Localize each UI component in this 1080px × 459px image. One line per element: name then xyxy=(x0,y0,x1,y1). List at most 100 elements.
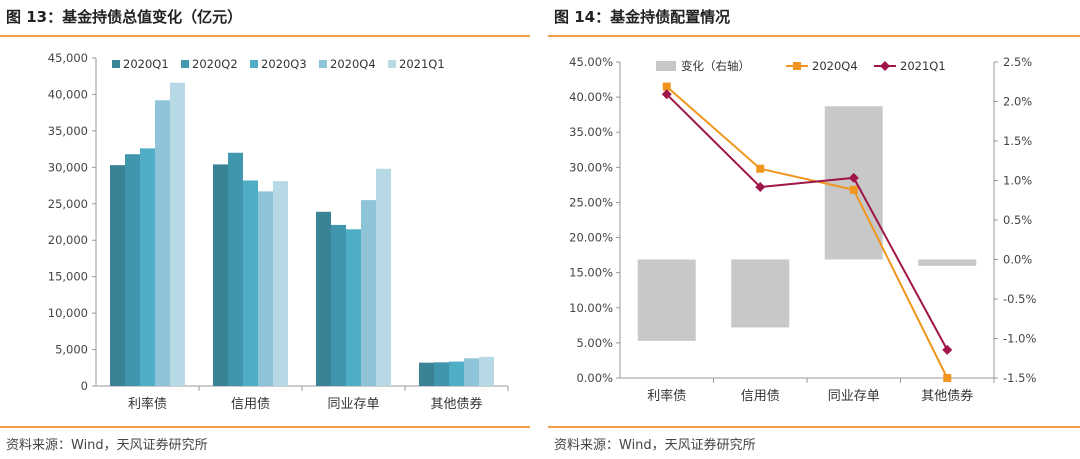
y-tick-label: 10,000 xyxy=(48,306,88,320)
bar xyxy=(376,168,391,386)
bar xyxy=(258,191,273,386)
y-tick-label: 0 xyxy=(81,379,88,393)
bar xyxy=(419,362,434,386)
bar xyxy=(243,180,258,386)
bar xyxy=(228,152,243,386)
left-y-tick-label: 35.00% xyxy=(569,125,613,139)
bar xyxy=(213,164,228,386)
allocation-chart: 0.00% 5.00% 10.00% 15.00% 20.00% 25.00% 30.00%… xyxy=(569,55,1036,404)
legend-swatch xyxy=(319,60,327,68)
figure-14-title: 图 14：基金持债配置情况 xyxy=(554,8,731,26)
x-tick-label: 信用债 xyxy=(231,397,270,412)
bar xyxy=(361,200,376,386)
left-y-tick-label: 0.00% xyxy=(576,371,613,385)
series-line xyxy=(666,85,949,379)
x-tick-label: 其他债券 xyxy=(921,388,973,404)
x-tick-label: 同业存单 xyxy=(828,389,880,404)
left-y-tick-label: 30.00% xyxy=(569,160,613,174)
left-y-tick-label: 45.00% xyxy=(569,55,613,69)
legend-swatch xyxy=(250,60,258,68)
source-rule xyxy=(548,426,1080,428)
y-tick-label: 30,000 xyxy=(48,160,88,174)
legend-label: 变化（右轴） xyxy=(681,59,750,73)
right-y-tick-label: -1.0% xyxy=(1003,332,1036,346)
holdings-value-chart: 0 5,000 10,000 15,000 20,000 25,000 30,000 35,0… xyxy=(48,51,509,412)
chart-background xyxy=(548,38,1080,426)
legend-marker xyxy=(880,61,890,71)
legend-swatch xyxy=(181,60,189,68)
bar xyxy=(125,154,140,386)
bar xyxy=(449,361,464,386)
figure-14: 图 14：基金持债配置情况 0.00% 5.00% 10.00% 15.00% 20.0… xyxy=(548,0,1080,459)
right-y-tick-label: 2.0% xyxy=(1003,95,1032,109)
bar xyxy=(170,82,185,386)
figure-13: 图 13：基金持债总值变化（亿元） 0 5,000 10,000 15,000 20,0… xyxy=(0,0,530,459)
left-y-tick-label: 25.00% xyxy=(569,195,613,209)
figure-14-source: 资料来源：Wind，天风证券研究所 xyxy=(554,438,756,453)
x-tick-label: 其他债券 xyxy=(430,396,482,412)
bar xyxy=(824,106,883,260)
y-tick-label: 25,000 xyxy=(48,197,88,211)
source-rule xyxy=(0,426,530,428)
right-y-tick-label: -0.5% xyxy=(1003,292,1036,306)
bar xyxy=(346,229,361,386)
x-tick-label: 利率债 xyxy=(647,388,686,404)
legend-label: 2020Q3 xyxy=(261,57,307,71)
bar xyxy=(479,356,494,386)
bar xyxy=(731,259,790,328)
legend-marker xyxy=(793,62,801,70)
legend-label: 2021Q1 xyxy=(399,57,445,71)
bar xyxy=(918,259,977,266)
left-y-tick-label: 15.00% xyxy=(569,266,613,280)
legend-label: 2020Q4 xyxy=(812,59,858,73)
y-tick-label: 40,000 xyxy=(48,87,88,101)
x-tick-label: 信用债 xyxy=(741,389,780,404)
point xyxy=(662,82,671,91)
y-tick-label: 35,000 xyxy=(48,124,88,138)
bar xyxy=(140,148,155,386)
point xyxy=(942,344,953,355)
bar xyxy=(434,362,449,386)
legend-swatch xyxy=(388,60,396,68)
x-tick-label: 同业存单 xyxy=(327,397,379,412)
right-y-tick-label: 0.5% xyxy=(1003,213,1032,227)
y-tick-label: 5,000 xyxy=(55,343,88,357)
y-tick-label: 15,000 xyxy=(48,270,88,284)
right-y-tick-label: 2.5% xyxy=(1003,55,1032,69)
x-tick-label: 利率债 xyxy=(128,396,167,412)
legend-swatch xyxy=(656,61,676,71)
figure-13-source: 资料来源：Wind，天风证券研究所 xyxy=(6,438,208,453)
right-y-tick-label: 0.0% xyxy=(1003,253,1032,267)
legend-label: 2020Q4 xyxy=(330,57,376,71)
legend-swatch xyxy=(112,60,120,68)
point xyxy=(755,181,766,192)
series-line xyxy=(666,93,949,351)
point xyxy=(848,172,859,183)
right-y-tick-label: -1.5% xyxy=(1003,371,1036,385)
right-y-tick-label: 1.0% xyxy=(1003,174,1032,188)
left-y-tick-label: 10.00% xyxy=(569,301,613,315)
point xyxy=(756,164,765,173)
title-rule xyxy=(0,35,530,37)
legend-label: 2020Q2 xyxy=(192,57,238,71)
right-y-tick-label: 1.5% xyxy=(1003,134,1032,148)
left-y-tick-label: 20.00% xyxy=(569,231,613,245)
bar xyxy=(331,224,346,386)
left-y-tick-label: 40.00% xyxy=(569,90,613,104)
bar xyxy=(637,259,696,341)
left-y-tick-label: 5.00% xyxy=(576,336,613,350)
point xyxy=(943,374,952,382)
y-tick-label: 20,000 xyxy=(48,233,88,247)
legend-label: 2020Q1 xyxy=(123,57,169,71)
bar xyxy=(110,165,125,386)
y-tick-label: 45,000 xyxy=(48,51,88,65)
point xyxy=(849,185,858,194)
bar xyxy=(464,358,479,386)
legend-label: 2021Q1 xyxy=(900,59,946,73)
title-rule xyxy=(548,35,1080,37)
bar xyxy=(155,100,170,386)
point xyxy=(661,89,672,100)
figure-13-title: 图 13：基金持债总值变化（亿元） xyxy=(6,8,243,26)
bar xyxy=(316,211,331,386)
bar xyxy=(273,181,288,386)
